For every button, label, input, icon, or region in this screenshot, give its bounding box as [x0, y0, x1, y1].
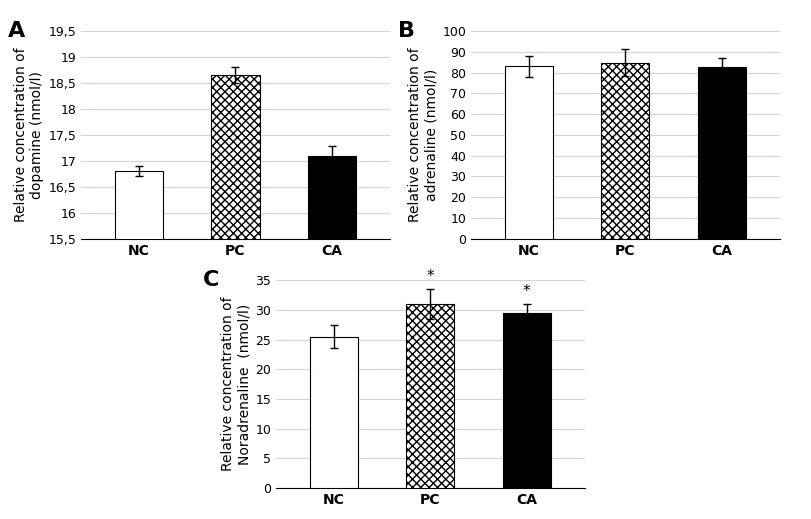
Bar — [211, 75, 260, 519]
Bar — [310, 337, 358, 488]
Bar — [307, 156, 355, 519]
Bar — [406, 304, 454, 488]
Text: A: A — [8, 21, 25, 41]
Bar — [504, 66, 552, 239]
Y-axis label: Relative concentration of
adrenaline (nmol/l): Relative concentration of adrenaline (nm… — [407, 48, 437, 222]
Text: B: B — [397, 21, 414, 41]
Bar — [600, 63, 649, 239]
Y-axis label: Relative concentration of
dopamine (nmol/l): Relative concentration of dopamine (nmol… — [14, 48, 45, 222]
Bar — [115, 171, 163, 519]
Bar — [697, 67, 744, 239]
Text: C: C — [203, 270, 219, 290]
Bar — [502, 313, 550, 488]
Text: *: * — [426, 269, 434, 284]
Y-axis label: Relative concentration of
Noradrenaline  (nmol/l): Relative concentration of Noradrenaline … — [221, 297, 251, 471]
Text: *: * — [522, 284, 530, 299]
